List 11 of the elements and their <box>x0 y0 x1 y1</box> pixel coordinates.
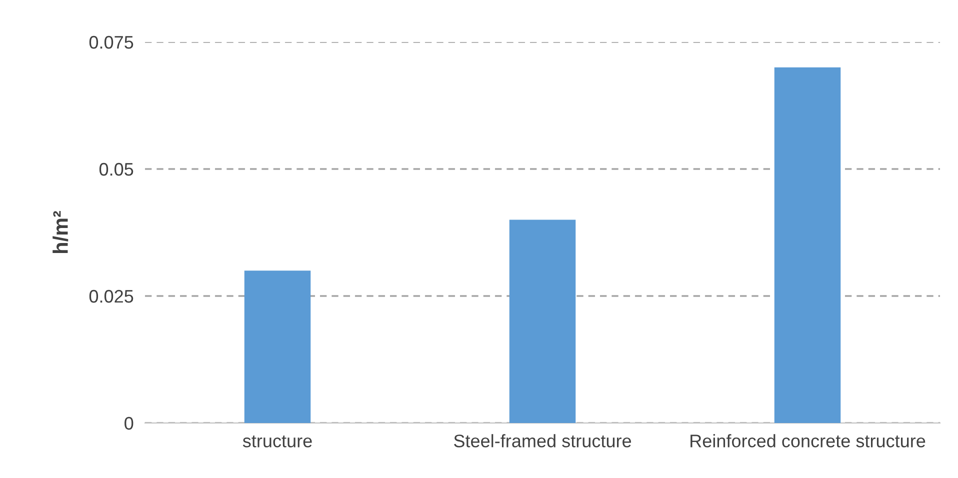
x-tick-label: structure <box>242 436 312 448</box>
bar <box>509 220 576 423</box>
bar <box>244 270 311 423</box>
y-tick-label: 0.025 <box>89 290 134 303</box>
y-tick-label: 0.075 <box>89 36 134 49</box>
x-tick-label: Steel-framed structure <box>454 434 632 448</box>
bar <box>774 67 841 423</box>
y-tick-label: 0 <box>124 416 134 430</box>
y-axis-title: h/m² <box>52 210 68 254</box>
x-tick-label: Reinforced concrete structure <box>690 434 926 448</box>
y-tick-label: 0.05 <box>99 162 134 176</box>
